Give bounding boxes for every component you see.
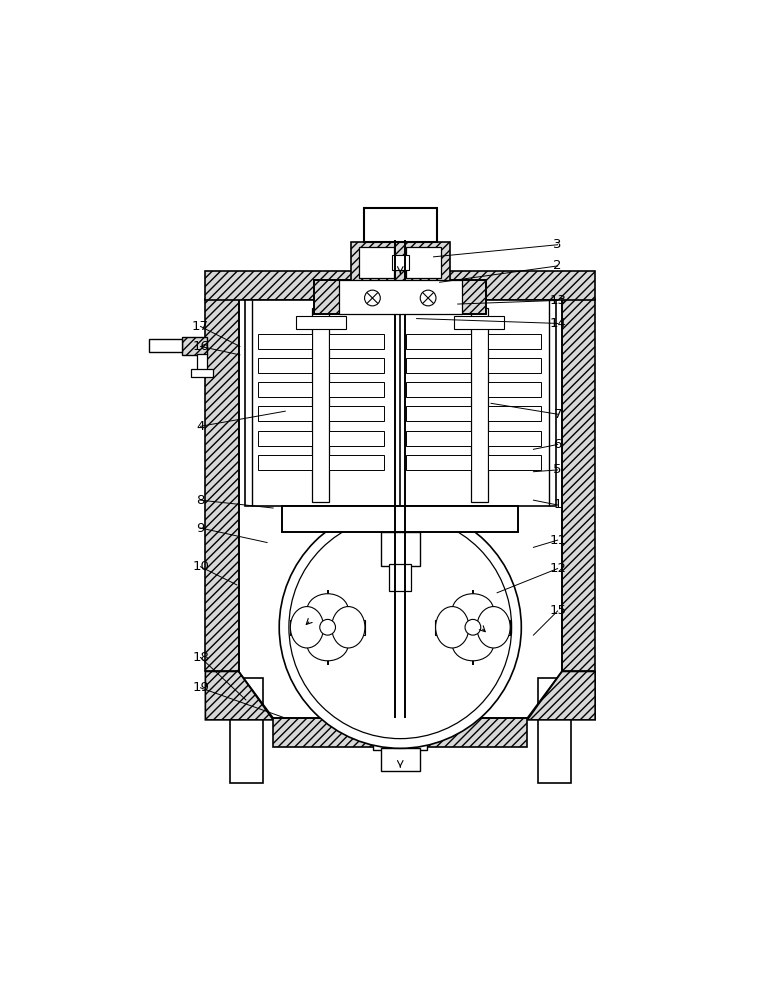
- Text: 11: 11: [549, 534, 566, 547]
- Text: 8: 8: [196, 494, 205, 507]
- Circle shape: [319, 619, 336, 635]
- Polygon shape: [282, 506, 519, 532]
- Circle shape: [280, 506, 522, 748]
- Polygon shape: [198, 354, 206, 372]
- Polygon shape: [258, 382, 312, 397]
- Polygon shape: [406, 358, 471, 373]
- Polygon shape: [205, 671, 273, 720]
- Text: 19: 19: [192, 681, 209, 694]
- Text: 17: 17: [192, 320, 209, 333]
- Polygon shape: [381, 748, 419, 771]
- Polygon shape: [314, 280, 487, 314]
- Polygon shape: [258, 334, 312, 349]
- Polygon shape: [239, 300, 562, 671]
- Polygon shape: [406, 382, 471, 397]
- Circle shape: [420, 290, 436, 306]
- Polygon shape: [537, 678, 571, 783]
- Polygon shape: [244, 300, 556, 506]
- Polygon shape: [373, 720, 427, 750]
- Polygon shape: [330, 406, 384, 421]
- Ellipse shape: [307, 594, 348, 627]
- Circle shape: [289, 516, 512, 739]
- Text: 16: 16: [192, 340, 209, 353]
- Ellipse shape: [452, 594, 494, 627]
- Polygon shape: [258, 406, 312, 421]
- Polygon shape: [330, 431, 384, 446]
- Polygon shape: [191, 369, 212, 377]
- Polygon shape: [359, 247, 394, 278]
- Polygon shape: [239, 671, 562, 718]
- Text: 2: 2: [554, 259, 562, 272]
- Text: 18: 18: [192, 651, 209, 664]
- Polygon shape: [562, 299, 595, 671]
- Polygon shape: [205, 299, 239, 671]
- Text: 7: 7: [554, 408, 562, 421]
- Ellipse shape: [332, 607, 365, 648]
- Text: 3: 3: [554, 238, 562, 251]
- Ellipse shape: [436, 607, 469, 648]
- Ellipse shape: [307, 628, 348, 661]
- Polygon shape: [258, 431, 312, 446]
- Text: 10: 10: [192, 560, 209, 573]
- Polygon shape: [527, 671, 595, 720]
- Polygon shape: [435, 620, 511, 635]
- Ellipse shape: [291, 607, 323, 648]
- Polygon shape: [406, 334, 471, 349]
- Polygon shape: [488, 334, 541, 349]
- Polygon shape: [205, 271, 595, 300]
- Polygon shape: [471, 308, 488, 502]
- Circle shape: [465, 619, 481, 635]
- Polygon shape: [258, 358, 312, 373]
- Ellipse shape: [452, 628, 494, 661]
- Text: 5: 5: [554, 463, 562, 476]
- Polygon shape: [182, 337, 206, 355]
- Text: 14: 14: [549, 317, 566, 330]
- Polygon shape: [330, 455, 384, 470]
- Ellipse shape: [477, 607, 510, 648]
- Polygon shape: [488, 358, 541, 373]
- Polygon shape: [381, 532, 419, 566]
- Polygon shape: [406, 247, 441, 278]
- Polygon shape: [406, 431, 471, 446]
- Polygon shape: [392, 255, 408, 270]
- Text: 9: 9: [196, 522, 205, 535]
- Polygon shape: [312, 308, 330, 502]
- Text: 13: 13: [549, 294, 566, 307]
- Polygon shape: [338, 280, 462, 314]
- Polygon shape: [488, 382, 541, 397]
- Text: 6: 6: [554, 438, 562, 451]
- Polygon shape: [406, 406, 471, 421]
- Text: 12: 12: [549, 562, 566, 575]
- Text: 1: 1: [554, 498, 562, 512]
- Polygon shape: [330, 382, 384, 397]
- Polygon shape: [488, 431, 541, 446]
- Polygon shape: [454, 316, 505, 329]
- Polygon shape: [330, 358, 384, 373]
- Polygon shape: [273, 718, 527, 747]
- Polygon shape: [351, 242, 450, 281]
- Polygon shape: [488, 455, 541, 470]
- Text: 4: 4: [196, 420, 205, 433]
- Polygon shape: [364, 208, 437, 242]
- Polygon shape: [390, 564, 411, 591]
- Polygon shape: [290, 620, 366, 635]
- Polygon shape: [406, 455, 471, 470]
- Polygon shape: [230, 678, 263, 783]
- Polygon shape: [488, 406, 541, 421]
- Text: 15: 15: [549, 604, 566, 617]
- Circle shape: [365, 290, 380, 306]
- Polygon shape: [149, 339, 182, 352]
- Polygon shape: [330, 334, 384, 349]
- Polygon shape: [258, 455, 312, 470]
- Polygon shape: [296, 316, 347, 329]
